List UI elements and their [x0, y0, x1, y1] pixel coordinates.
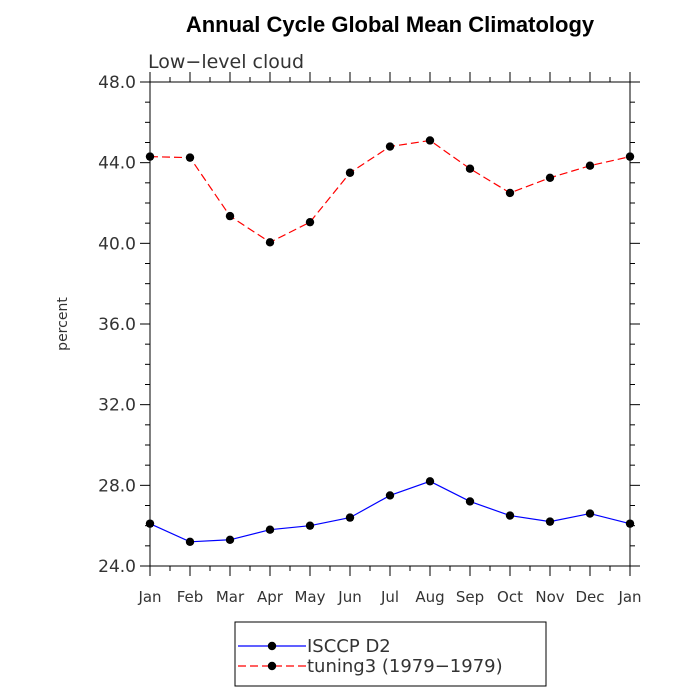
legend-box — [234, 621, 547, 687]
axes-layer: 24.0 28.0 32.0 36.0 40.0 44.0 48.0 Jan Feb Mar Apr… — [98, 72, 642, 606]
data-point — [625, 519, 635, 528]
data-point — [505, 511, 515, 520]
y-tick-label: 40.0 — [98, 234, 136, 254]
data-point — [345, 513, 355, 522]
series-line — [149, 139, 631, 244]
series-1 — [145, 477, 635, 546]
data-point — [225, 535, 235, 544]
data-point — [305, 217, 315, 227]
y-tick-label: 28.0 — [98, 476, 136, 496]
x-tick-label: Apr — [257, 588, 284, 606]
data-point — [585, 161, 595, 170]
data-point — [265, 238, 275, 247]
data-point — [265, 525, 275, 534]
data-point — [225, 211, 235, 221]
data-point — [505, 188, 515, 198]
series-2 — [145, 136, 635, 247]
y-tick-label: 44.0 — [98, 154, 136, 174]
x-tick-label: Sep — [456, 588, 484, 606]
data-point — [585, 509, 595, 518]
data-point — [465, 497, 475, 506]
data-point — [545, 517, 555, 526]
x-tick-label: Dec — [575, 588, 604, 606]
legend-label: tuning3 (1979−1979) — [307, 656, 503, 677]
data-point — [185, 153, 195, 162]
data-point — [305, 521, 315, 530]
y-axis-label: percent — [55, 297, 71, 351]
chart-subtitle: Low−level cloud — [148, 51, 304, 73]
y-tick-label: 36.0 — [98, 315, 136, 335]
data-point — [385, 491, 395, 500]
x-tick-label: Feb — [177, 588, 204, 606]
data-point — [425, 136, 435, 145]
series-line — [149, 480, 631, 543]
data-point — [465, 164, 475, 173]
x-tick-label: Aug — [415, 588, 444, 606]
data-point — [145, 519, 155, 528]
data-point — [545, 173, 555, 182]
data-point — [145, 152, 155, 161]
x-tick-label: Jan — [617, 588, 641, 606]
y-tick-label: 48.0 — [98, 73, 136, 93]
data-point — [385, 142, 395, 151]
x-tick-label: Jul — [380, 588, 399, 606]
chart-title: Annual Cycle Global Mean Climatology — [186, 12, 595, 37]
y-tick-label: 32.0 — [98, 396, 136, 416]
x-tick-label: May — [294, 588, 325, 606]
x-tick-label: Oct — [497, 588, 523, 606]
data-point — [625, 152, 635, 161]
legend-marker — [267, 641, 277, 651]
data-point — [345, 168, 355, 177]
x-tick-label: Jan — [137, 588, 161, 606]
x-tick-label: Nov — [535, 588, 564, 606]
series-layer — [145, 136, 635, 546]
legend-label: ISCCP D2 — [307, 636, 391, 657]
legend-marker — [267, 661, 277, 671]
x-tick-label: Jun — [337, 588, 361, 606]
x-tick-label: Mar — [216, 588, 245, 606]
data-point — [425, 477, 435, 486]
data-point — [185, 537, 195, 546]
y-tick-label: 24.0 — [98, 557, 136, 577]
